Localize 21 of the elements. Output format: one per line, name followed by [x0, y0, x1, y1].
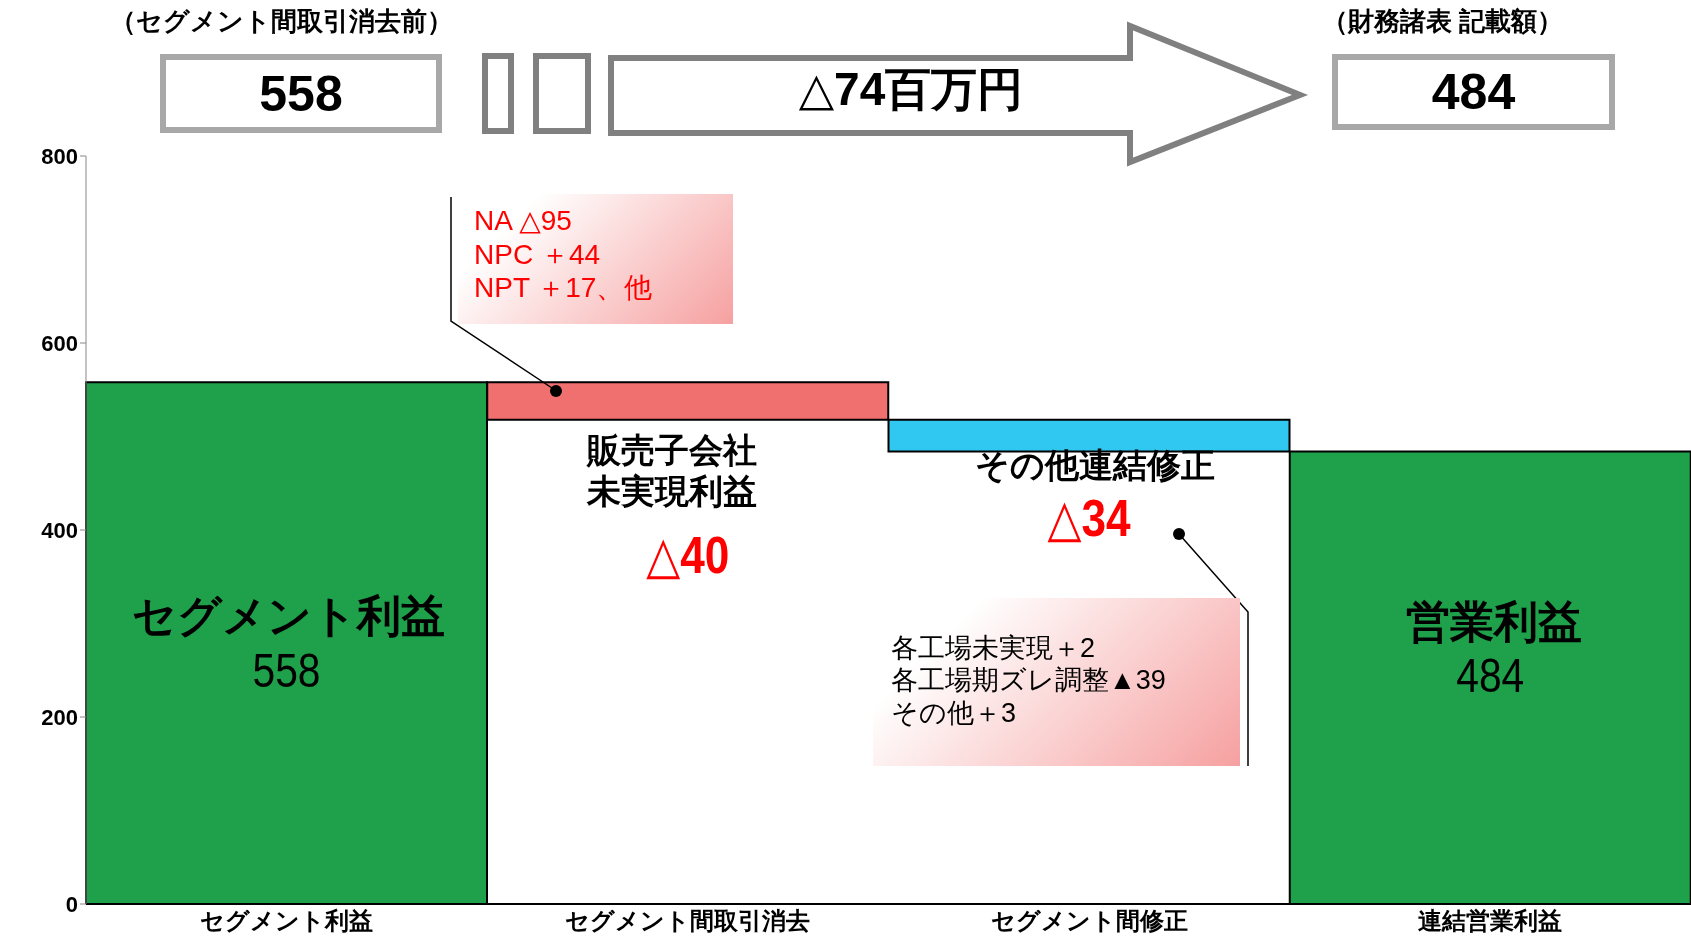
data-label: 484 [1456, 648, 1525, 702]
x-tick-label: 連結営業利益 [1418, 907, 1563, 935]
data-label: △40 [646, 525, 730, 584]
x-tick-label: セグメント間取引消去 [565, 907, 811, 935]
text: 484 [1332, 54, 1615, 130]
annotation: セグメント利益 [131, 590, 446, 642]
y-tick-label: 600 [41, 330, 78, 356]
text: 558 [160, 54, 442, 133]
text: （セグメント間取引消去前） [110, 6, 454, 38]
annotation: 販売子会社未実現利益 [585, 430, 758, 512]
x-tick-label: セグメント間修正 [990, 907, 1188, 935]
text: （財務諸表 記載額） [1322, 6, 1565, 38]
text: △74百万円 [797, 62, 1025, 117]
y-tick-label: 800 [41, 143, 78, 169]
data-label: 558 [252, 643, 321, 697]
data-label: △34 [1047, 488, 1131, 547]
y-tick-label: 200 [41, 704, 78, 730]
annotation: 営業利益 [1405, 596, 1583, 648]
y-tick-label: 400 [41, 517, 78, 543]
x-tick-label: セグメント利益 [200, 907, 374, 935]
y-tick-label: 0 [65, 891, 78, 917]
